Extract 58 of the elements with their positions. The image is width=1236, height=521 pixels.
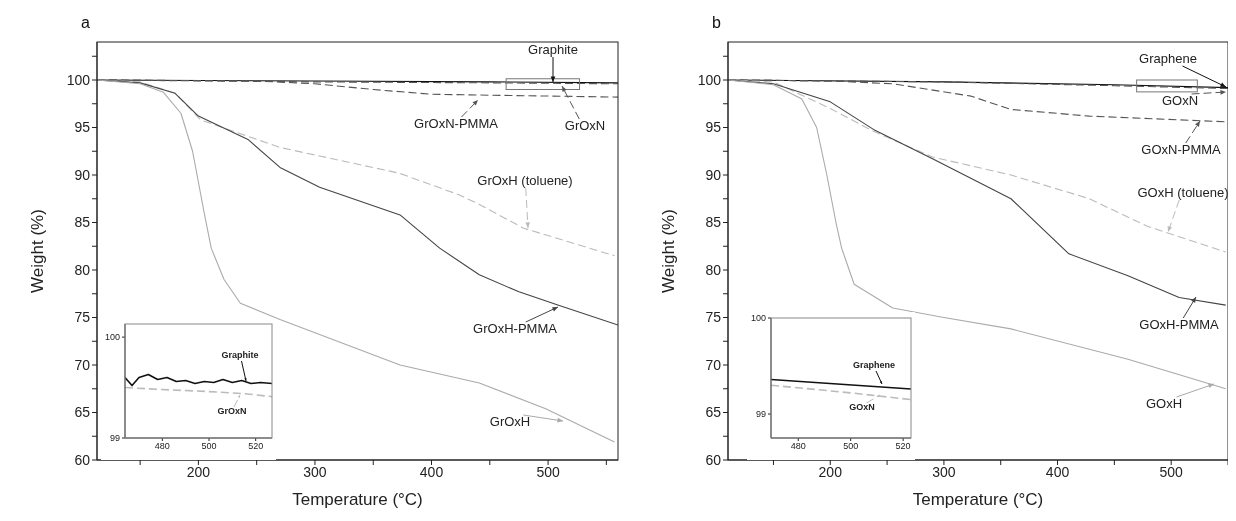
y-tick-label: 100 bbox=[750, 313, 766, 324]
x-tick-label: 500 bbox=[843, 441, 859, 452]
series-label: GOxH bbox=[1145, 396, 1183, 411]
x-tick-label: 300 bbox=[303, 463, 327, 480]
y-tick-label: 85 bbox=[74, 214, 91, 231]
chart-title: a bbox=[81, 14, 90, 31]
series-label: Graphite bbox=[528, 42, 578, 57]
y-tick-label: 95 bbox=[705, 119, 722, 136]
chart-title: b bbox=[712, 14, 721, 31]
text: GrOxN bbox=[564, 118, 606, 133]
text: Graphite bbox=[221, 350, 259, 360]
series-label: Graphene bbox=[1139, 51, 1197, 66]
x-tick-label: 200 bbox=[186, 463, 211, 480]
x-tick-label: 480 bbox=[790, 441, 806, 452]
y-tick-label: 100 bbox=[66, 71, 91, 88]
y-tick-label: 80 bbox=[74, 261, 91, 278]
legend-label: GrOxH-PMMA bbox=[473, 321, 558, 336]
y-axis-title: Weight (%) bbox=[28, 209, 48, 293]
y-tick-label: 95 bbox=[74, 119, 91, 136]
legend-label: GOxN bbox=[849, 402, 875, 412]
x-axis-title: Temperature (°C) bbox=[292, 490, 423, 509]
x-tick-label: 520 bbox=[248, 441, 264, 452]
series-label: GrOxH bbox=[489, 414, 531, 429]
y-tick-label: 100 bbox=[104, 332, 120, 343]
legend-label: GOxN bbox=[1161, 93, 1199, 108]
legend-label: GrOxN bbox=[217, 406, 247, 416]
y-tick-label: 99 bbox=[755, 409, 766, 420]
y-tick-label: 65 bbox=[74, 404, 91, 421]
x-tick-label: 500 bbox=[201, 441, 217, 452]
x-tick-label: 400 bbox=[1045, 463, 1070, 480]
y-tick-label: 100 bbox=[697, 71, 722, 88]
x-tick-label: 480 bbox=[154, 441, 170, 452]
x-tick-label: 500 bbox=[536, 463, 560, 480]
y-tick-label: 60 bbox=[74, 451, 91, 468]
y-tick-label: 75 bbox=[705, 309, 722, 326]
y-axis-title: Weight (%) bbox=[659, 209, 679, 293]
y-tick-label: 70 bbox=[74, 356, 91, 373]
y-tick-label: 90 bbox=[74, 166, 91, 183]
legend-label: GOxH-PMMA bbox=[1139, 317, 1220, 332]
y-tick-label: 75 bbox=[74, 309, 91, 326]
x-axis-title: Temperature (°C) bbox=[912, 490, 1044, 509]
series-label: Graphene bbox=[852, 360, 896, 370]
y-tick-label: 99 bbox=[109, 433, 120, 444]
y-tick-label: 80 bbox=[705, 261, 722, 278]
x-tick-label: 200 bbox=[818, 463, 843, 480]
y-tick-label: 70 bbox=[705, 356, 722, 373]
x-tick-label: 400 bbox=[419, 463, 444, 480]
series-label: GrOxH (toluene) bbox=[477, 173, 573, 188]
legend-label: GrOxN-PMMA bbox=[414, 116, 499, 131]
y-tick-label: 85 bbox=[705, 214, 722, 231]
legend-label: GOxN-PMMA bbox=[1141, 142, 1222, 157]
series-label: GOxH (toluene) bbox=[1137, 185, 1229, 200]
x-tick-label: 300 bbox=[932, 463, 956, 480]
x-tick-label: 520 bbox=[895, 441, 911, 452]
x-tick-label: 500 bbox=[1159, 463, 1184, 480]
y-tick-label: 65 bbox=[705, 404, 722, 421]
y-tick-label: 60 bbox=[705, 451, 722, 468]
y-tick-label: 90 bbox=[705, 166, 722, 183]
